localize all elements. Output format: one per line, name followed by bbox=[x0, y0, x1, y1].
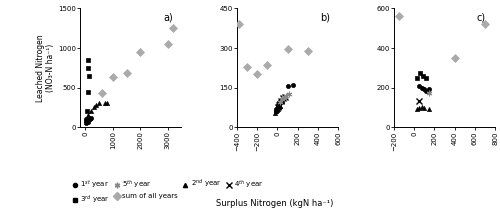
Legend: 1$^{st}$ year, 3$^{rd}$ year, 5$^{th}$ year, sum of all years, 2$^{nd}$ year, 4$: 1$^{st}$ year, 3$^{rd}$ year, 5$^{th}$ y… bbox=[68, 175, 266, 209]
Text: c): c) bbox=[477, 12, 486, 22]
Text: b): b) bbox=[320, 12, 330, 22]
Text: a): a) bbox=[163, 12, 173, 22]
Text: Surplus Nitrogen (kgN ha⁻¹): Surplus Nitrogen (kgN ha⁻¹) bbox=[216, 199, 334, 208]
Y-axis label: Leached Nitrogen
(NO₃-N ha⁻¹): Leached Nitrogen (NO₃-N ha⁻¹) bbox=[36, 34, 55, 102]
